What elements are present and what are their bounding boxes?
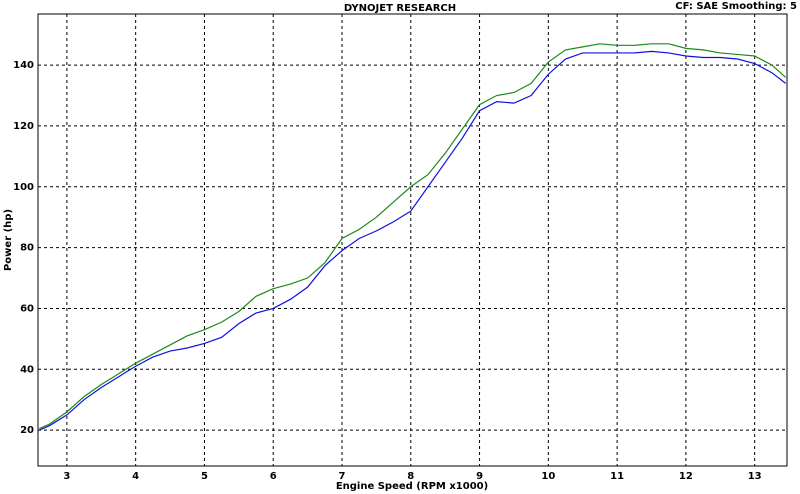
y-tick-label: 120 [13, 121, 34, 132]
y-tick-label: 80 [20, 243, 34, 254]
x-tick-label: 4 [132, 471, 139, 482]
y-tick-label: 100 [13, 182, 34, 193]
x-tick-label: 12 [679, 471, 693, 482]
x-tick-label: 9 [476, 471, 483, 482]
y-tick-label: 20 [20, 425, 34, 436]
chart-subtitle: CF: SAE Smoothing: 5 [675, 1, 797, 12]
x-tick-label: 10 [541, 471, 555, 482]
x-tick-label: 7 [339, 471, 346, 482]
x-tick-label: 8 [407, 471, 414, 482]
x-axis-label: Engine Speed (RPM x1000) [336, 481, 488, 492]
y-tick-label: 140 [13, 60, 34, 71]
y-tick-label: 40 [20, 364, 34, 375]
power-line [39, 50, 786, 431]
x-tick-label: 5 [201, 471, 208, 482]
chart-title: DYNOJET RESEARCH [344, 3, 456, 14]
x-tick-label: 11 [610, 471, 624, 482]
x-tick-label: 3 [63, 471, 70, 482]
x-tick-label: 6 [270, 471, 277, 482]
plot-frame [37, 13, 788, 467]
y-tick-label: 60 [20, 303, 34, 314]
y-axis-label: Power (hp) [3, 209, 14, 271]
power-line [39, 43, 787, 430]
x-tick-label: 13 [748, 471, 762, 482]
